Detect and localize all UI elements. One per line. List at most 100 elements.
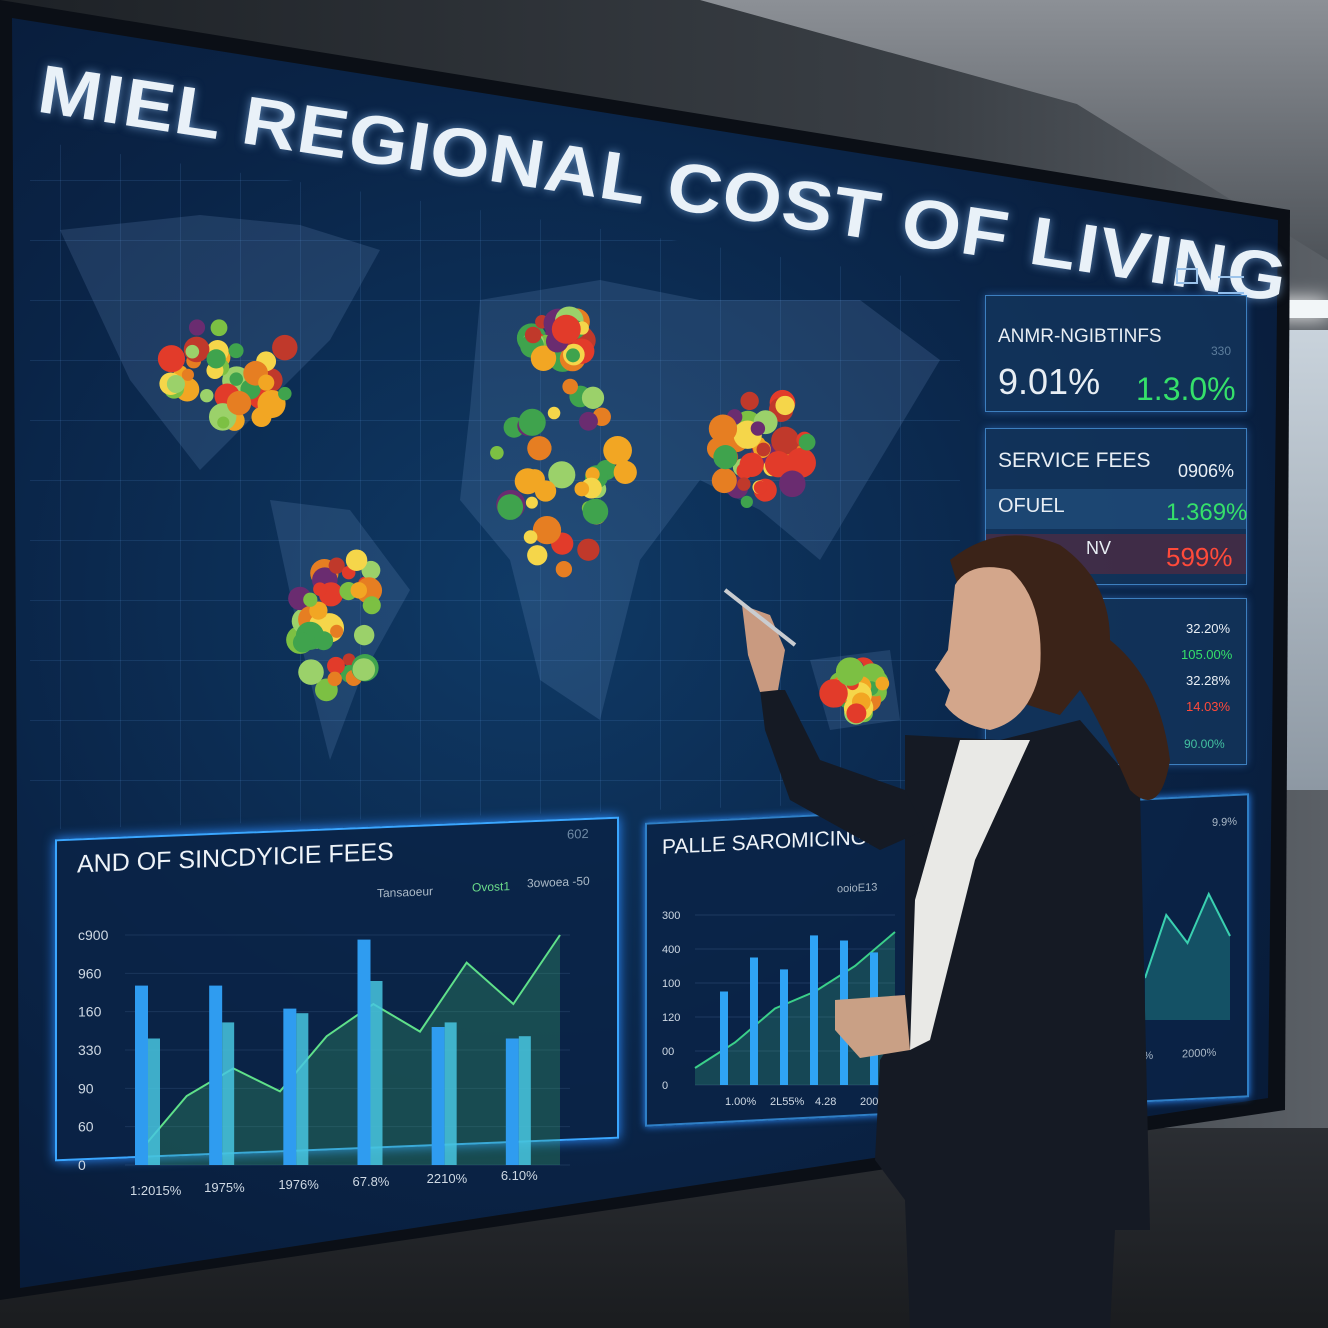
vegetable <box>524 326 542 344</box>
panel1-value: 9.01% <box>998 361 1101 402</box>
y-tick-label: c900 <box>78 927 109 943</box>
shirt <box>910 740 1030 1050</box>
vegetable <box>603 436 632 465</box>
vegetable <box>739 452 764 477</box>
stylus-pen <box>723 588 797 647</box>
vegetable <box>352 658 376 681</box>
vegetable <box>771 426 800 455</box>
vegetable <box>532 515 562 545</box>
bar-primary <box>283 1008 297 1165</box>
bar-secondary <box>518 1036 531 1165</box>
stat-footer: 90.00% <box>1184 737 1225 751</box>
x-tick-label: 1975% <box>204 1180 245 1195</box>
vegetable <box>181 368 194 381</box>
vegetable <box>779 470 806 498</box>
vegetable <box>551 314 581 344</box>
vegetable <box>490 445 504 460</box>
y-tick-label: 60 <box>78 1119 94 1135</box>
vegetable <box>585 467 600 482</box>
panel1-change: 1.3.0% <box>1136 371 1236 407</box>
bar-secondary <box>444 1022 457 1165</box>
stat-row: 32.28% <box>1186 673 1231 688</box>
y-tick-label: 100 <box>662 978 680 990</box>
fee-row-label: OFUEL <box>998 495 1065 517</box>
vegetable <box>740 391 759 411</box>
service-fees-value: 0906% <box>1178 461 1235 481</box>
chart-left-plot: c900 960 160 330 90 60 0 1:2015% 1975% 1976% 67.8%… <box>78 927 570 1198</box>
vegetable <box>786 447 816 478</box>
stat-panel-1: ANMR-NGIBTINFS 330 9.01% 1.3.0% <box>985 295 1247 412</box>
stat-row: 14.03% <box>1186 699 1231 714</box>
bar-secondary <box>148 1038 160 1165</box>
bar-primary <box>431 1027 445 1165</box>
bar <box>780 969 788 1085</box>
x-tick-label: 1976% <box>278 1177 319 1192</box>
grid-icon[interactable] <box>1176 268 1198 284</box>
vegetable <box>272 334 298 361</box>
vegetable <box>566 348 580 363</box>
vegetable <box>582 498 609 525</box>
vegetable <box>737 477 751 491</box>
raised-arm <box>760 690 925 850</box>
vegetable <box>185 344 200 359</box>
service-fees-label: SERVICE FEES <box>998 449 1151 472</box>
vegetable <box>166 374 185 394</box>
vegetable <box>534 480 557 502</box>
vegetable <box>229 372 243 386</box>
series-line <box>694 931 896 1069</box>
vegetable <box>530 345 557 371</box>
vegetable <box>514 468 541 495</box>
y-tick-label: 0 <box>662 1080 668 1092</box>
vegetable <box>525 496 538 509</box>
fee-row-value: 599% <box>1166 542 1233 572</box>
vegetable <box>497 494 524 520</box>
vegetable <box>258 374 275 391</box>
bar <box>810 935 818 1085</box>
panel1-corner: 330 <box>1211 344 1232 358</box>
series-line <box>1145 891 1231 979</box>
vegetable <box>309 601 328 620</box>
vegetable <box>846 703 867 724</box>
vegetable <box>577 538 600 561</box>
vegetable <box>711 468 737 494</box>
y-tick-label: 330 <box>78 1042 102 1058</box>
vegetable <box>345 549 368 571</box>
vegetable <box>257 389 286 419</box>
vegetable <box>327 656 345 675</box>
y-tick-label: 0 <box>78 1157 86 1173</box>
stat-row: 105.00% <box>1181 647 1233 662</box>
area-fill <box>1145 894 1230 1020</box>
y-tick-label: 400 <box>662 944 680 956</box>
vegetable <box>303 592 318 607</box>
vegetable <box>226 390 252 416</box>
vegetable <box>523 530 538 544</box>
vegetable <box>328 557 345 574</box>
x-tick-label: 6.10% <box>501 1168 538 1183</box>
vegetable <box>217 416 230 429</box>
vegetable <box>708 414 738 443</box>
y-tick-label: 300 <box>662 910 680 922</box>
y-tick-label: 00 <box>662 1046 674 1058</box>
vegetable <box>188 319 206 336</box>
vegetable <box>292 632 313 653</box>
world-map <box>60 215 940 760</box>
face <box>935 567 1041 730</box>
y-tick-label: 90 <box>78 1080 94 1096</box>
vegetable <box>206 349 226 369</box>
vegetable <box>713 445 738 470</box>
bar-secondary <box>296 1013 309 1165</box>
y-tick-label: 960 <box>78 965 102 981</box>
fee-row-label: NV <box>1086 538 1112 558</box>
vegetable <box>613 460 637 484</box>
x-tick-label: 2L55% <box>770 1096 804 1108</box>
x-tick-label: 1:2015% <box>130 1183 182 1198</box>
vegetable <box>581 386 605 409</box>
vegetable <box>574 481 590 497</box>
vegetable <box>518 408 546 436</box>
menu-icon[interactable] <box>1218 276 1244 294</box>
y-tick-label: 120 <box>662 1012 680 1024</box>
bar-primary <box>209 985 223 1165</box>
bar-secondary <box>370 981 383 1165</box>
